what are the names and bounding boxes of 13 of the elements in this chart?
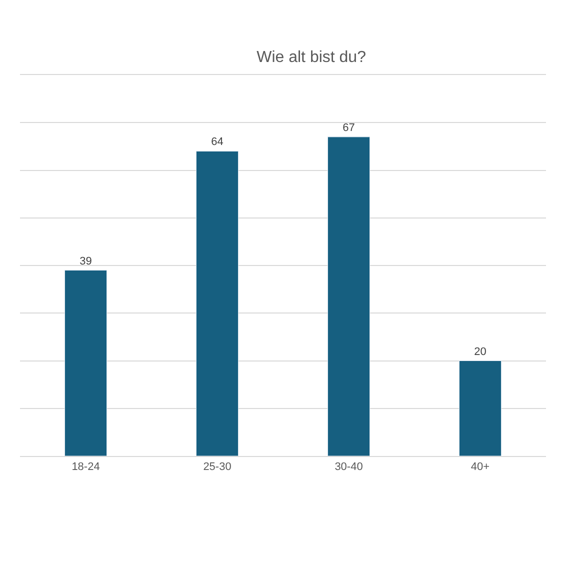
data-label: 20: [474, 346, 486, 358]
data-label: 67: [342, 122, 355, 134]
bar: [196, 150, 239, 456]
data-label: 39: [80, 255, 92, 268]
bar: [64, 270, 108, 456]
chart-title: Wie alt bist du?: [256, 49, 366, 66]
x-tick-label: 40+: [470, 461, 490, 474]
bar: [327, 136, 370, 456]
x-tick-label: 25-30: [203, 461, 232, 474]
x-tick-label: 18-24: [72, 461, 100, 474]
data-label: 64: [211, 136, 224, 148]
x-tick-label: 30-40: [334, 461, 363, 474]
bar: [458, 360, 502, 456]
